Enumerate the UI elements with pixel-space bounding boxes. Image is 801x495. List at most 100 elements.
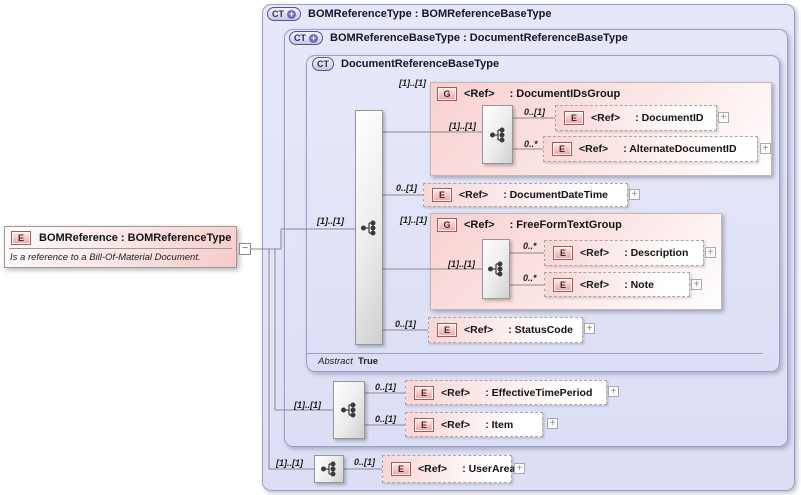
element-badge-icon: E xyxy=(564,111,584,125)
cardinality-label: 0..[1] xyxy=(375,382,397,392)
element-box-userarea[interactable]: E <Ref> : UserArea xyxy=(382,455,516,483)
element-ref: <Ref> xyxy=(418,463,448,475)
element-box-bomreference[interactable]: E BOMReference : BOMReferenceType Is a r… xyxy=(4,226,237,268)
abstract-label: Abstract xyxy=(318,356,353,367)
abstract-value: True xyxy=(358,356,379,367)
container-header-documentreferencebasetype: CT DocumentReferenceBaseType xyxy=(312,57,499,71)
cardinality-label: 0..* xyxy=(523,273,537,283)
element-box-note[interactable]: E <Ref> : Note xyxy=(544,272,690,297)
element-ref: <Ref> xyxy=(441,418,471,431)
expand-icon[interactable]: + xyxy=(691,279,702,290)
element-name: : DocumentDateTime xyxy=(503,189,609,201)
element-ref: <Ref> xyxy=(580,247,610,259)
group-name: : FreeFormTextGroup xyxy=(509,219,622,231)
element-ref: <Ref> xyxy=(579,143,609,155)
sequence-box-documentidsgroup[interactable] xyxy=(482,105,513,164)
cardinality-label: [1]..[1] xyxy=(317,216,344,226)
expand-icon[interactable]: + xyxy=(629,189,640,200)
root-element-title: BOMReference : BOMReferenceType xyxy=(39,231,232,244)
element-name: : AlternateDocumentID xyxy=(623,143,737,155)
element-name: : EffectiveTimePeriod xyxy=(485,386,593,399)
container-title: BOMReferenceType : BOMReferenceBaseType xyxy=(308,8,552,20)
cardinality-label: [1]..[1] xyxy=(276,458,303,468)
complex-type-badge[interactable]: CT + xyxy=(289,31,323,45)
cardinality-label: [1]..[1] xyxy=(400,215,427,225)
element-name: : Item xyxy=(485,418,514,431)
element-box-effectivetimeperiod[interactable]: E <Ref> : EffectiveTimePeriod xyxy=(405,380,607,405)
sequence-icon xyxy=(489,126,505,143)
element-box-statuscode[interactable]: E <Ref> : StatusCode xyxy=(428,317,583,343)
group-header-free-form-text-group: G <Ref> : FreeFormTextGroup xyxy=(437,218,622,232)
element-badge-icon: E xyxy=(552,142,572,156)
cardinality-label: 0..[1] xyxy=(524,107,546,117)
element-box-description[interactable]: E <Ref> : Description xyxy=(544,240,704,266)
element-name: : StatusCode xyxy=(508,324,573,336)
element-badge-icon: E xyxy=(437,323,457,337)
sequence-icon xyxy=(361,219,376,236)
element-badge-icon: E xyxy=(553,246,573,260)
sequence-icon xyxy=(321,461,336,477)
element-badge-icon: E xyxy=(391,462,411,476)
group-header-document-ids-group: G <Ref> : DocumentIDsGroup xyxy=(437,87,620,101)
element-box-documentdatetime[interactable]: E <Ref> : DocumentDateTime xyxy=(423,183,628,207)
expand-icon: + xyxy=(309,32,318,43)
sequence-icon xyxy=(488,261,503,277)
container-header-bomreferencebasetype: CT + BOMReferenceBaseType : DocumentRefe… xyxy=(289,31,628,45)
sequence-box-freeformtextgroup[interactable] xyxy=(482,239,510,299)
expand-icon[interactable]: + xyxy=(718,112,729,123)
expand-icon[interactable]: + xyxy=(547,418,558,429)
element-ref: <Ref> xyxy=(441,386,471,399)
element-ref: <Ref> xyxy=(459,189,489,201)
cardinality-label: [1]..[1] xyxy=(449,121,476,131)
sequence-box-bombase[interactable] xyxy=(333,381,365,439)
divider xyxy=(9,248,232,249)
element-badge-icon: E xyxy=(553,277,573,292)
element-box-alternatedocumentid[interactable]: E <Ref> : AlternateDocumentID xyxy=(543,136,758,162)
element-badge-icon: E xyxy=(11,230,31,245)
element-box-documentid[interactable]: E <Ref> : DocumentID xyxy=(555,105,717,131)
complex-type-badge[interactable]: CT + xyxy=(267,7,301,21)
group-ref: <Ref> xyxy=(464,219,495,231)
complex-type-badge-label: CT xyxy=(317,59,329,69)
cardinality-label: 0..[1] xyxy=(396,183,418,193)
container-title: DocumentReferenceBaseType xyxy=(341,58,500,70)
container-header-bomreferencetype: CT + BOMReferenceType : BOMReferenceBase… xyxy=(267,7,552,21)
element-name: : Note xyxy=(624,278,654,291)
element-name: : Description xyxy=(624,247,689,259)
cardinality-label: 0..[1] xyxy=(395,319,417,329)
element-name: : DocumentID xyxy=(635,112,704,124)
cardinality-label: 0..[1] xyxy=(375,414,397,424)
sequence-icon xyxy=(341,402,356,418)
expand-icon[interactable]: + xyxy=(608,386,619,397)
expand-icon[interactable]: + xyxy=(760,143,771,154)
element-badge-icon: E xyxy=(414,417,434,432)
cardinality-label: 0..[1] xyxy=(354,457,376,467)
cardinality-label: [1]..[1] xyxy=(448,259,475,269)
group-badge-icon: G xyxy=(437,87,457,101)
container-title: BOMReferenceBaseType : DocumentReference… xyxy=(330,32,628,44)
cardinality-label: 0..* xyxy=(524,139,538,149)
complex-type-badge[interactable]: CT xyxy=(312,57,334,71)
expand-icon: + xyxy=(287,8,296,19)
element-ref: <Ref> xyxy=(580,278,610,291)
group-badge-icon: G xyxy=(437,218,457,232)
cardinality-label: 0..* xyxy=(523,241,537,251)
footer-separator xyxy=(307,353,763,354)
expand-icon[interactable]: + xyxy=(584,323,595,334)
element-name: : UserArea xyxy=(462,463,516,475)
sequence-box-docref[interactable] xyxy=(355,110,383,345)
cardinality-label: [1]..[1] xyxy=(294,400,321,410)
element-box-item[interactable]: E <Ref> : Item xyxy=(405,412,543,437)
collapse-icon[interactable]: − xyxy=(239,243,251,255)
element-ref: <Ref> xyxy=(591,112,621,124)
expand-icon[interactable]: + xyxy=(705,247,716,258)
complex-type-badge-label: CT xyxy=(294,33,306,43)
sequence-box-bomtype[interactable] xyxy=(314,455,344,483)
group-ref: <Ref> xyxy=(464,88,495,100)
element-ref: <Ref> xyxy=(464,324,494,336)
root-element-annotation: Is a reference to a Bill-Of-Material Doc… xyxy=(10,252,201,263)
expand-icon[interactable]: + xyxy=(514,463,525,474)
complex-type-badge-label: CT xyxy=(272,9,284,19)
element-badge-icon: E xyxy=(432,188,452,202)
